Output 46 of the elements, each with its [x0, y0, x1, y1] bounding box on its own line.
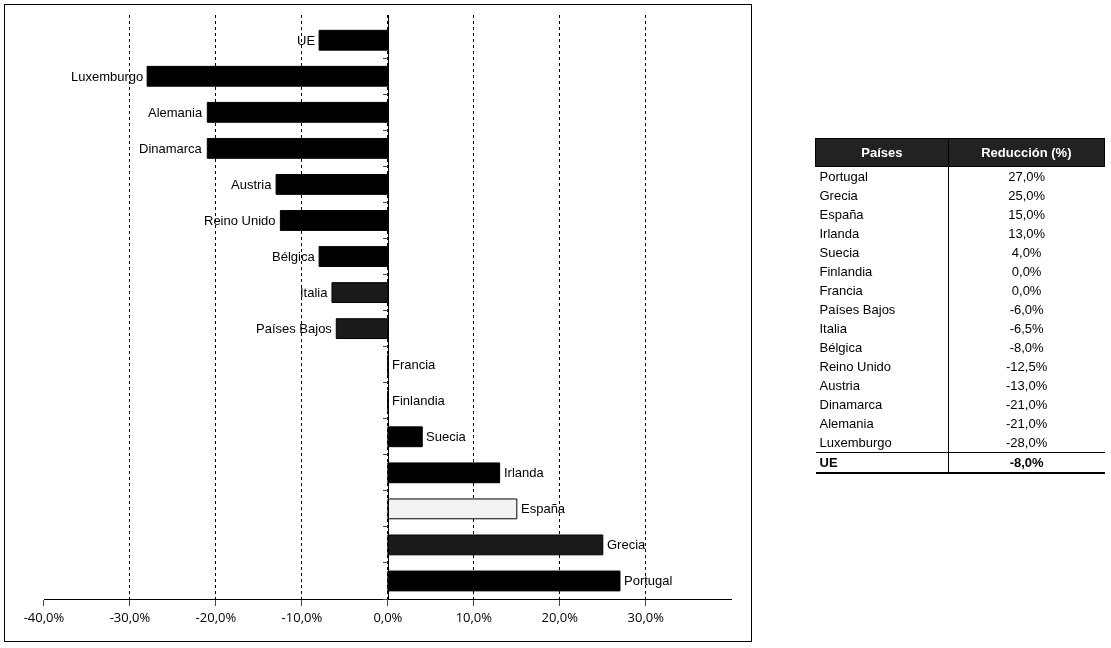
category-label: Países Bajos: [815, 300, 949, 319]
category-label: UE: [815, 452, 949, 473]
category-label: Suecia: [815, 243, 949, 262]
category-label: Bélgica: [815, 338, 949, 357]
category-label: Dinamarca: [815, 395, 949, 414]
text: -13,0%: [1006, 378, 1048, 393]
category-label: Luxemburgo: [815, 433, 949, 453]
text: -8,0%: [1009, 340, 1044, 355]
category-label: Italia: [815, 319, 949, 338]
category-label: Francia: [815, 281, 949, 300]
text: -8,0%: [1009, 455, 1044, 470]
x-tick-label: 20,0%: [541, 607, 579, 626]
y-tick-label: Italia: [300, 285, 329, 300]
category-label: España: [815, 205, 949, 224]
category-label: Portugal: [815, 166, 949, 186]
x-tick-label: 0,0%: [373, 607, 403, 626]
x-tick-label: -30,0%: [109, 607, 151, 626]
x-tick-label: -20,0%: [195, 607, 237, 626]
category-label: Grecia: [815, 186, 949, 205]
x-tick-label: -10,0%: [281, 607, 323, 626]
text: 27,0%: [1008, 169, 1046, 184]
text: Países: [815, 138, 949, 167]
text: -21,0%: [1006, 397, 1048, 412]
x-tick-label: 30,0%: [627, 607, 665, 626]
text: -6,5%: [1009, 321, 1044, 336]
text: 25,0%: [1008, 188, 1046, 203]
text: -21,0%: [1006, 416, 1048, 431]
category-label: Finlandia: [815, 262, 949, 281]
text: 15,0%: [1008, 207, 1046, 222]
x-tick-label: -40,0%: [23, 607, 65, 626]
category-label: Alemania: [815, 414, 949, 433]
text: -28,0%: [1006, 435, 1048, 450]
y-tick-label: Bélgica: [272, 249, 316, 264]
category-label: Irlanda: [815, 224, 949, 243]
category-label: Austria: [815, 376, 949, 395]
text: -6,0%: [1009, 302, 1044, 317]
text: -12,5%: [1006, 359, 1048, 374]
text: 13,0%: [1008, 226, 1046, 241]
text: 0,0%: [1011, 283, 1042, 298]
y-tick-label: Países Bajos: [256, 321, 333, 336]
y-tick-label: UE: [297, 33, 316, 48]
text: 0,0%: [1011, 264, 1042, 279]
category-label: Reino Unido: [815, 357, 949, 376]
text: 4,0%: [1011, 245, 1042, 260]
text: Reducción (%): [948, 138, 1105, 167]
x-tick-label: 10,0%: [455, 607, 493, 626]
